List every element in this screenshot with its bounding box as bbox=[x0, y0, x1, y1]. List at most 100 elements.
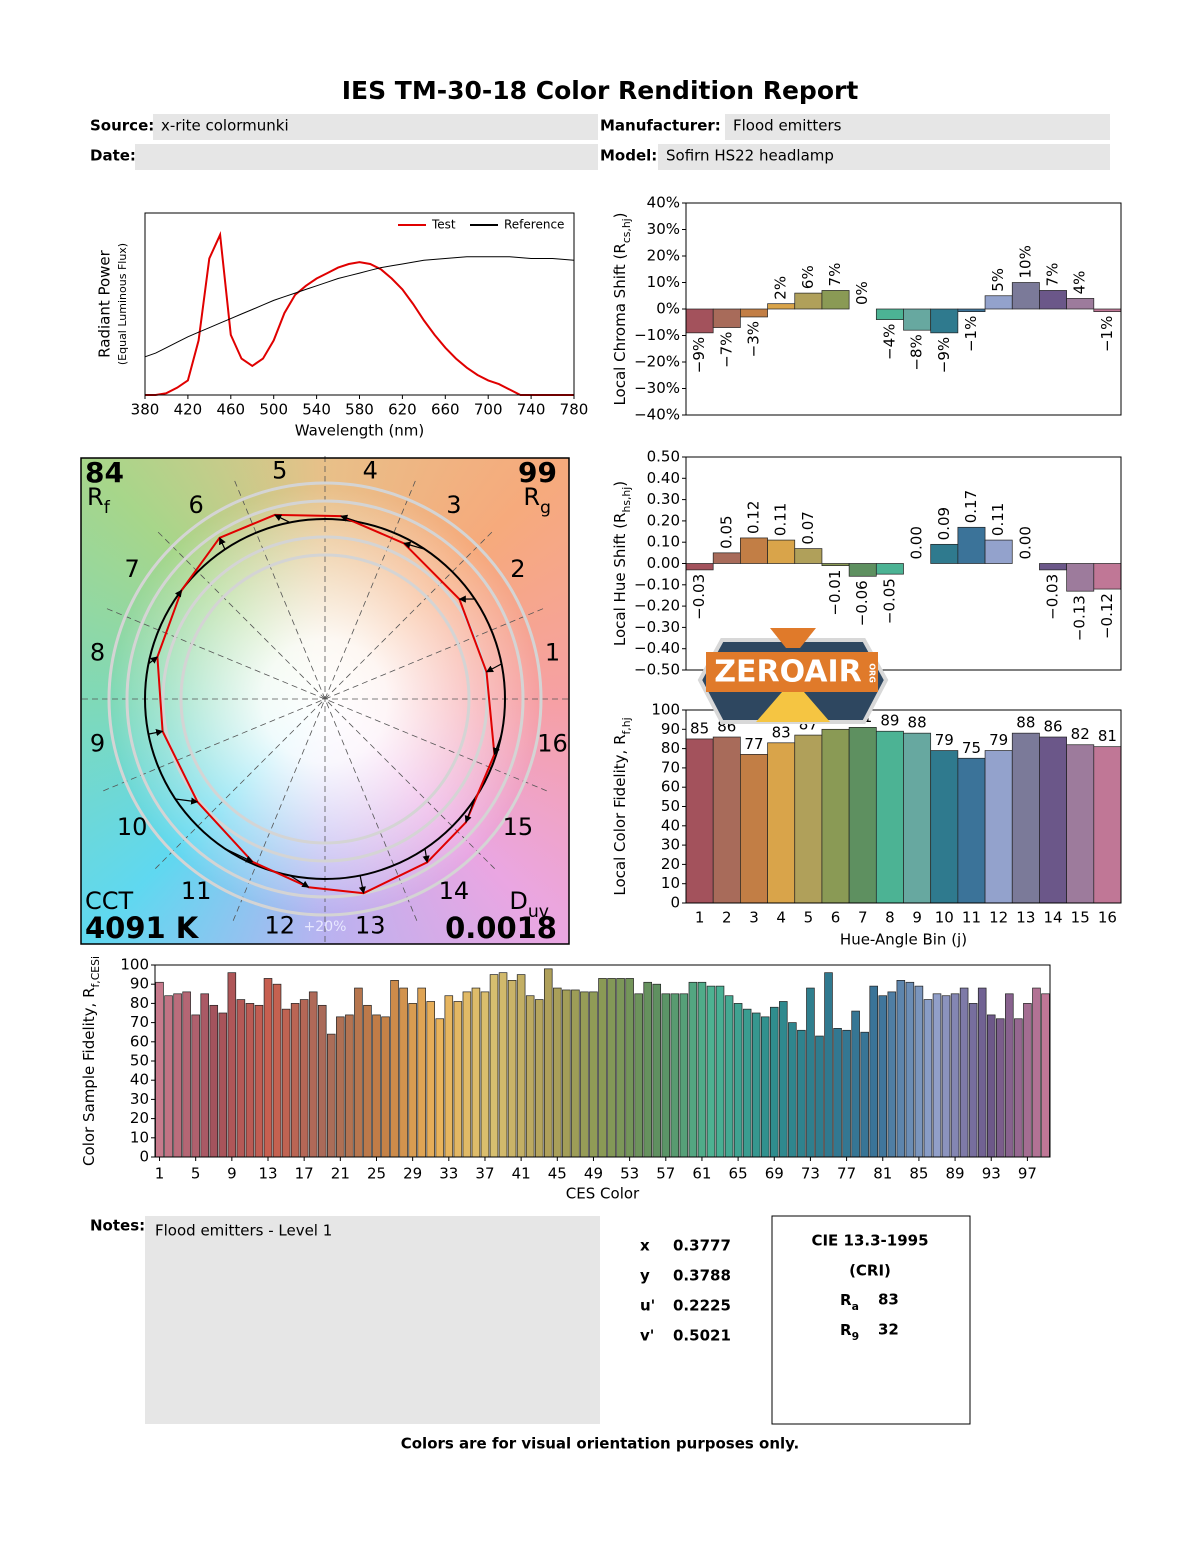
y-tick-label: 30% bbox=[647, 220, 680, 238]
bar bbox=[489, 974, 499, 1158]
y-tick-label: −10% bbox=[634, 326, 680, 344]
bar bbox=[444, 995, 454, 1158]
plot-frame bbox=[144, 212, 575, 396]
y-tick-label: −0.30 bbox=[634, 618, 680, 636]
bar bbox=[625, 978, 634, 1158]
notes-text: Flood emitters - Level 1 bbox=[155, 1222, 332, 1240]
bar bbox=[903, 732, 932, 904]
shift-arrow bbox=[289, 875, 310, 888]
subscript: hs,hj bbox=[620, 487, 633, 513]
x-tick-label: 21 bbox=[331, 1165, 350, 1183]
x-tick-label: 13 bbox=[1016, 909, 1035, 927]
y-tick-label: 60 bbox=[130, 1032, 149, 1050]
bar bbox=[685, 738, 714, 904]
bin-label: 12 bbox=[264, 912, 295, 940]
bin-label: 2 bbox=[510, 555, 525, 583]
scale-circle bbox=[107, 481, 543, 917]
field-value: Sofirn HS22 headlamp bbox=[666, 147, 834, 165]
x-tick-label: 6 bbox=[831, 909, 841, 927]
data-label: −0.12 bbox=[1098, 593, 1116, 639]
data-label: 0.05 bbox=[717, 515, 735, 548]
bar bbox=[507, 980, 517, 1158]
x-tick-label: 5 bbox=[191, 1165, 201, 1183]
data-label: 75 bbox=[962, 739, 981, 757]
y-tick-label: 40 bbox=[661, 816, 680, 834]
bar bbox=[712, 552, 741, 564]
data-label: 86 bbox=[1043, 718, 1062, 736]
bar bbox=[685, 563, 714, 571]
y-axis-label: Local Hue Shift (Rhs,hj) bbox=[611, 481, 633, 646]
bar bbox=[794, 734, 823, 904]
x-tick-label: 620 bbox=[388, 401, 417, 419]
data-label: 77 bbox=[744, 735, 763, 753]
data-label: −0.01 bbox=[826, 570, 844, 616]
y-tick-label: 70 bbox=[130, 1013, 149, 1031]
field-label: Date: bbox=[90, 147, 136, 165]
y-axis-label: Local Chroma Shift (Rcs,hj) bbox=[611, 212, 633, 405]
x-tick-label: 16 bbox=[1098, 909, 1117, 927]
bar bbox=[957, 526, 986, 564]
data-label: 0.00 bbox=[1016, 526, 1034, 559]
y-tick-label: −0.50 bbox=[634, 661, 680, 679]
x-tick-label: 5 bbox=[804, 909, 814, 927]
x-tick-label: 33 bbox=[439, 1165, 458, 1183]
bar bbox=[652, 983, 662, 1158]
bar bbox=[1023, 1003, 1032, 1158]
bar bbox=[984, 539, 1013, 564]
scale-circle bbox=[125, 499, 525, 899]
x-tick-label: 700 bbox=[474, 401, 503, 419]
y-tick-label: −0.20 bbox=[634, 597, 680, 615]
bar bbox=[164, 995, 173, 1158]
x-tick-label: 1 bbox=[155, 1165, 165, 1183]
bar bbox=[543, 968, 553, 1158]
y-tick-label: 90 bbox=[130, 975, 149, 993]
data-label: 6% bbox=[799, 265, 817, 289]
shift-arrow bbox=[464, 798, 476, 823]
field-box bbox=[658, 144, 1110, 170]
bar bbox=[821, 290, 850, 310]
bar bbox=[815, 1035, 824, 1158]
x-tick-label: 25 bbox=[367, 1165, 386, 1183]
y-tick-label: 90 bbox=[661, 720, 680, 738]
legend-label: Reference bbox=[504, 218, 564, 232]
bar bbox=[833, 1028, 842, 1158]
bar bbox=[498, 972, 508, 1158]
logo-suffix: ORG bbox=[868, 663, 877, 683]
y-tick-label: 0% bbox=[656, 300, 680, 318]
bar bbox=[767, 303, 796, 310]
x-axis-label: Hue-Angle Bin (j) bbox=[840, 931, 967, 949]
data-label: −7% bbox=[717, 332, 735, 368]
x-tick-label: 580 bbox=[345, 401, 374, 419]
cri-box bbox=[771, 1215, 971, 1425]
label-text: Local Color Fidelity, R bbox=[611, 734, 629, 895]
label-text: Color Sample Fidelity, R bbox=[80, 988, 98, 1166]
bar bbox=[435, 1018, 445, 1158]
logo-icon bbox=[770, 628, 816, 648]
subscript: cs,hj bbox=[620, 218, 633, 243]
data-label: 0% bbox=[853, 281, 871, 305]
data-label: −1% bbox=[1098, 316, 1116, 352]
y-tick-label: 30 bbox=[130, 1090, 149, 1108]
chroma-value: 0.3777 bbox=[673, 1237, 731, 1255]
y-tick-label: 0 bbox=[139, 1148, 149, 1166]
bar bbox=[281, 1008, 291, 1158]
bar bbox=[390, 980, 399, 1158]
x-tick-label: 97 bbox=[1018, 1165, 1037, 1183]
y-tick-label: −0.40 bbox=[634, 639, 680, 657]
data-label: −0.05 bbox=[880, 578, 898, 624]
y-tick-label: 30 bbox=[661, 836, 680, 854]
bar bbox=[1032, 987, 1041, 1158]
field-label: Source: bbox=[90, 117, 154, 135]
data-label: −1% bbox=[962, 316, 980, 352]
bar bbox=[317, 1004, 327, 1158]
x-tick-label: 740 bbox=[517, 401, 546, 419]
y-tick-label: 20% bbox=[647, 247, 680, 265]
bar bbox=[767, 539, 796, 564]
label-text: Local Chroma Shift (R bbox=[611, 243, 629, 405]
series-line bbox=[145, 231, 574, 396]
bar bbox=[336, 1016, 345, 1158]
y-tick-label: 10 bbox=[130, 1128, 149, 1146]
data-label: 0.11 bbox=[989, 503, 1007, 536]
y-tick-label: 0.00 bbox=[647, 554, 680, 572]
